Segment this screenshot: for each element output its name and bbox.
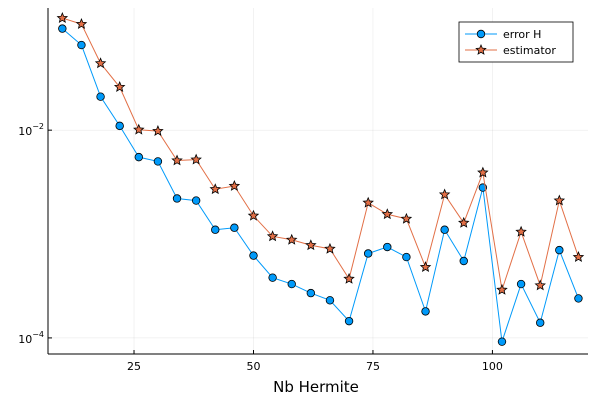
data-point bbox=[572, 251, 585, 262]
data-point bbox=[113, 81, 126, 92]
data-point bbox=[153, 157, 163, 166]
data-point bbox=[459, 256, 468, 266]
data-point bbox=[58, 24, 67, 33]
x-tick-label: 25 bbox=[127, 360, 141, 373]
x-tick-label: 100 bbox=[482, 360, 503, 373]
data-point bbox=[266, 230, 279, 242]
data-point bbox=[133, 123, 145, 135]
data-point bbox=[325, 296, 335, 305]
legend: error H estimator bbox=[458, 21, 574, 63]
data-point bbox=[421, 307, 430, 316]
data-point bbox=[383, 242, 392, 252]
data-point bbox=[96, 92, 105, 101]
data-point bbox=[324, 242, 336, 254]
data-point bbox=[249, 251, 258, 260]
data-point bbox=[402, 252, 411, 262]
data-point bbox=[419, 261, 432, 273]
legend-box bbox=[458, 21, 574, 63]
legend-label: error H bbox=[503, 28, 541, 41]
series-estimator bbox=[56, 12, 585, 295]
x-tick-label: 50 bbox=[246, 360, 260, 373]
data-point bbox=[400, 212, 413, 224]
data-point bbox=[191, 196, 201, 205]
legend-marker bbox=[475, 43, 487, 55]
data-point bbox=[497, 337, 507, 346]
data-point bbox=[115, 121, 124, 131]
data-point bbox=[247, 209, 260, 221]
data-point bbox=[134, 152, 143, 162]
data-point bbox=[343, 272, 355, 284]
data-point bbox=[56, 12, 69, 23]
data-point bbox=[211, 225, 220, 234]
data-point bbox=[75, 18, 88, 29]
y-tick-label: 10−4 bbox=[18, 330, 44, 346]
data-point bbox=[344, 316, 354, 326]
data-point bbox=[152, 125, 164, 136]
data-point bbox=[438, 188, 451, 200]
data-point bbox=[381, 208, 394, 220]
series-layer bbox=[56, 12, 585, 346]
axes bbox=[47, 8, 588, 355]
ticks: 25 50 75 100 10−4 10−2 bbox=[18, 122, 503, 373]
data-point bbox=[172, 194, 182, 203]
data-point bbox=[268, 273, 277, 282]
legend-label: estimator bbox=[503, 44, 556, 57]
data-point bbox=[230, 223, 239, 232]
data-point bbox=[77, 40, 86, 50]
data-point bbox=[305, 239, 317, 251]
data-point bbox=[515, 225, 527, 237]
data-point bbox=[285, 233, 298, 245]
series-line bbox=[62, 28, 579, 342]
data-point bbox=[362, 196, 374, 208]
data-point bbox=[574, 294, 583, 303]
data-point bbox=[171, 154, 183, 166]
y-tick-label: 10−2 bbox=[18, 122, 44, 138]
data-point bbox=[306, 288, 316, 298]
data-point bbox=[553, 194, 566, 206]
data-point bbox=[458, 216, 470, 228]
x-axis-label: Nb Hermite bbox=[273, 378, 359, 396]
data-point bbox=[94, 57, 107, 69]
legend-marker bbox=[476, 29, 486, 39]
data-point bbox=[363, 249, 373, 258]
data-point bbox=[477, 166, 489, 178]
data-point bbox=[209, 183, 221, 195]
data-point bbox=[534, 279, 546, 291]
x-tick-label: 75 bbox=[366, 360, 380, 373]
data-point bbox=[190, 153, 202, 165]
data-point bbox=[496, 283, 508, 295]
series-error-H bbox=[58, 24, 583, 346]
data-point bbox=[287, 279, 296, 289]
series-line bbox=[62, 17, 579, 291]
data-point bbox=[555, 245, 564, 255]
data-point bbox=[440, 225, 449, 234]
data-point bbox=[228, 179, 241, 191]
data-point bbox=[516, 279, 526, 289]
data-point bbox=[536, 318, 545, 327]
